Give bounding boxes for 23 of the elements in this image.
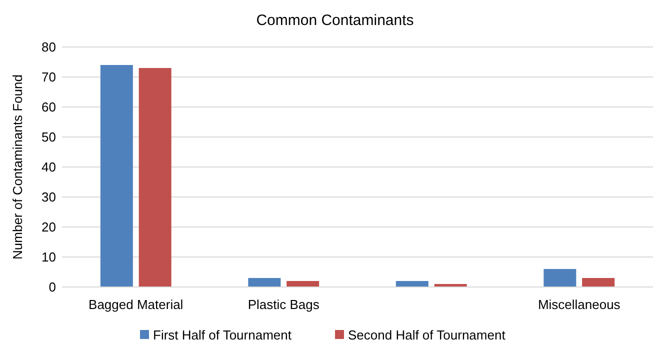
bar xyxy=(396,281,428,287)
y-tick-label: 10 xyxy=(42,250,56,265)
y-tick-label: 40 xyxy=(42,160,56,175)
chart-title: Common Contaminants xyxy=(256,12,414,29)
y-tick-label: 20 xyxy=(42,220,56,235)
y-tick-label: 30 xyxy=(42,190,56,205)
bar xyxy=(286,281,320,287)
bar xyxy=(248,278,281,287)
y-tick-label: 0 xyxy=(48,280,56,295)
bar xyxy=(100,65,133,287)
legend-label: First Half of Tournament xyxy=(153,328,292,343)
legend-label: Second Half of Tournament xyxy=(348,328,506,343)
y-tick-label: 60 xyxy=(42,100,56,115)
x-tick-label: Plastic Bags xyxy=(248,297,320,312)
bar xyxy=(582,278,615,287)
y-axis-title: Number of Contaminants Found xyxy=(10,74,25,260)
y-tick-label: 50 xyxy=(42,130,56,145)
y-tick-label: 70 xyxy=(42,70,56,85)
bar xyxy=(544,269,576,287)
x-tick-label: Bagged Material xyxy=(88,297,184,312)
y-tick-label: 80 xyxy=(42,40,56,55)
x-tick-label: Miscellaneous xyxy=(538,297,621,312)
bar xyxy=(138,68,172,287)
